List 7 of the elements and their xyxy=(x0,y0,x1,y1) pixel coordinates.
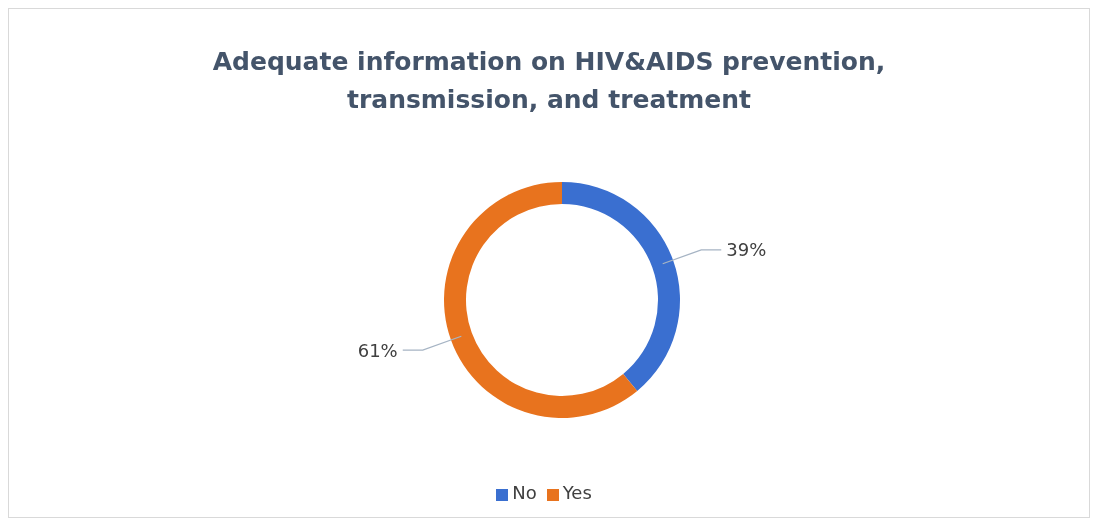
legend-label: No xyxy=(512,482,537,503)
legend-label: Yes xyxy=(562,482,592,503)
data-label: 39% xyxy=(726,239,767,261)
data-label: 61% xyxy=(357,339,398,361)
chart-title: Adequate information on HIV&AIDS prevention, transmission, and treatment xyxy=(211,46,887,116)
donut-slice xyxy=(444,182,638,418)
donut-slice xyxy=(562,182,680,391)
